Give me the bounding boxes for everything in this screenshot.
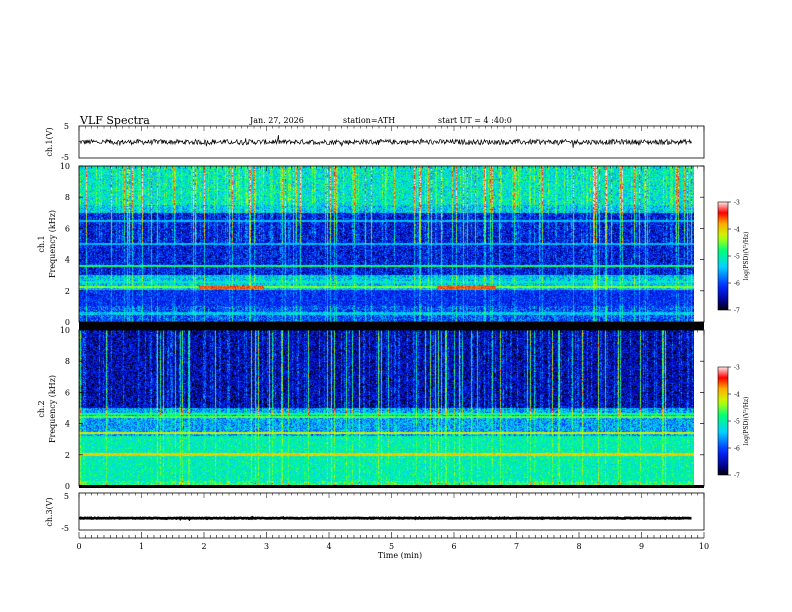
ch1-ytick-top: 5: [64, 122, 69, 131]
spec1-ytick-label: 10: [60, 162, 70, 171]
ch3-ytick-bottom: -5: [61, 524, 69, 533]
xaxis-tick-label: 1: [139, 542, 144, 551]
ch1-waveform-line: [78, 135, 692, 148]
start-time-label: start UT = 4 :40:0: [438, 116, 512, 125]
cbar1-tick-label: -4: [734, 227, 740, 234]
spec2-ytick-label: 10: [60, 326, 70, 335]
xaxis-tick-label: 4: [326, 542, 331, 551]
spec1-ytick-label: 8: [65, 193, 70, 202]
spec1-ytick-label: 4: [65, 256, 70, 265]
ch1-spectrogram-image: [79, 166, 694, 322]
spec2-ytick-label: 0: [65, 482, 70, 491]
xaxis-label: Time (min): [378, 551, 422, 560]
spec1-ytick-label: 0: [65, 318, 70, 327]
figure-title: VLF Spectra: [79, 114, 150, 127]
spec1-ylabel-frequency: Frequency (kHz): [48, 210, 57, 278]
cbar2-tick-label: -7: [734, 473, 740, 480]
spec2-ytick-label: 4: [65, 420, 70, 429]
cbar2-tick-label: -4: [734, 392, 740, 399]
spec2-ytick-label: 6: [65, 388, 70, 397]
xaxis-tick-label: 8: [576, 542, 581, 551]
spec2-ytick-label: 8: [65, 357, 70, 366]
xaxis-tick-label: 3: [264, 542, 269, 551]
spec1-ylabel-channel: ch.1: [37, 235, 46, 252]
cbar2-tick-label: -6: [734, 446, 740, 453]
cbar2-tick-label: -3: [734, 365, 740, 372]
xaxis-tick-label: 2: [201, 542, 206, 551]
ch3-waveform-line: [78, 515, 692, 522]
cbar1-tick-label: -3: [734, 200, 740, 207]
spec1-ytick-label: 2: [65, 287, 70, 296]
ch1-spectrogram-panel: 0 2 4 6 8 10 ch.1 Frequency (kHz): [37, 162, 705, 327]
xaxis-tick-label: 6: [451, 542, 456, 551]
ch1-ytick-bottom: -5: [61, 153, 69, 162]
spec2-ytick-label: 2: [65, 451, 70, 460]
cbar1-tick-label: -5: [734, 254, 740, 261]
ch2-spectrogram-panel: 0 2 4 6 8 10 ch.2 Frequency (kHz): [37, 326, 705, 491]
colorbar-ch2: log(PSD)(V²/Hz) -3 -4 -5 -6 -7: [717, 365, 750, 480]
spec2-ylabel-channel: ch.2: [37, 400, 46, 417]
xaxis-tick-label: 10: [699, 542, 709, 551]
ch2-spectrogram-image: [79, 330, 694, 486]
ch3-waveform-panel: 5 -5 ch.3(V): [45, 492, 705, 533]
cbar1-tick-label: -6: [734, 281, 740, 288]
ch3-ylabel: ch.3(V): [45, 497, 54, 526]
xaxis-tick-label: 0: [76, 542, 81, 551]
colorbar-ch1: log(PSD)(V²/Hz) -3 -4 -5 -6 -7: [717, 200, 750, 315]
colorbar-ch2-label: log(PSD)(V²/Hz): [743, 397, 750, 446]
ch3-ytick-top: 5: [64, 492, 69, 501]
xaxis-tick-label: 5: [389, 542, 394, 551]
ch1-spectrogram-baseline: [79, 322, 704, 330]
xaxis-tick-label: 9: [639, 542, 644, 551]
spec1-ytick-label: 6: [65, 224, 70, 233]
cbar1-tick-label: -7: [734, 308, 740, 315]
spec2-ylabel-frequency: Frequency (kHz): [48, 375, 57, 443]
colorbar-ch1-label: log(PSD)(V²/Hz): [743, 232, 750, 281]
station-label: station=ATH: [343, 116, 395, 125]
cbar2-tick-label: -5: [734, 419, 740, 426]
ch2-spectrogram-baseline: [79, 485, 704, 488]
ch1-ylabel: ch.1(V): [45, 127, 54, 156]
date-label: Jan. 27, 2026: [249, 116, 304, 125]
xaxis-tick-label: 7: [514, 542, 519, 551]
time-axis: 0 1 2 3 4 5 6 7 8 9 10: [76, 126, 709, 551]
ch1-waveform-panel: 5 -5 ch.1(V): [45, 122, 705, 162]
